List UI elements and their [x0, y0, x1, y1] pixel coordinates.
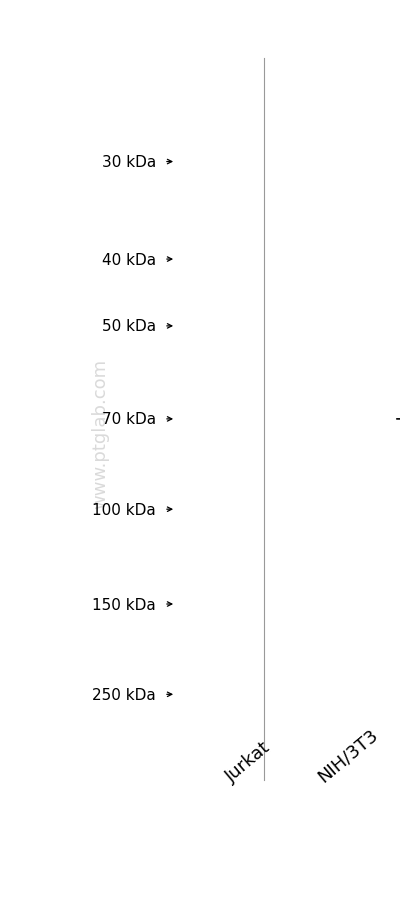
Text: NIH/3T3: NIH/3T3	[314, 724, 381, 785]
Text: 40 kDa: 40 kDa	[102, 253, 156, 267]
Text: 100 kDa: 100 kDa	[92, 502, 156, 517]
Text: 150 kDa: 150 kDa	[92, 597, 156, 612]
Text: www.ptglab.com: www.ptglab.com	[91, 358, 109, 508]
Text: 250 kDa: 250 kDa	[92, 687, 156, 702]
Text: 30 kDa: 30 kDa	[102, 155, 156, 170]
Text: Jurkat: Jurkat	[222, 738, 274, 785]
Text: 70 kDa: 70 kDa	[102, 412, 156, 427]
Text: 50 kDa: 50 kDa	[102, 319, 156, 334]
